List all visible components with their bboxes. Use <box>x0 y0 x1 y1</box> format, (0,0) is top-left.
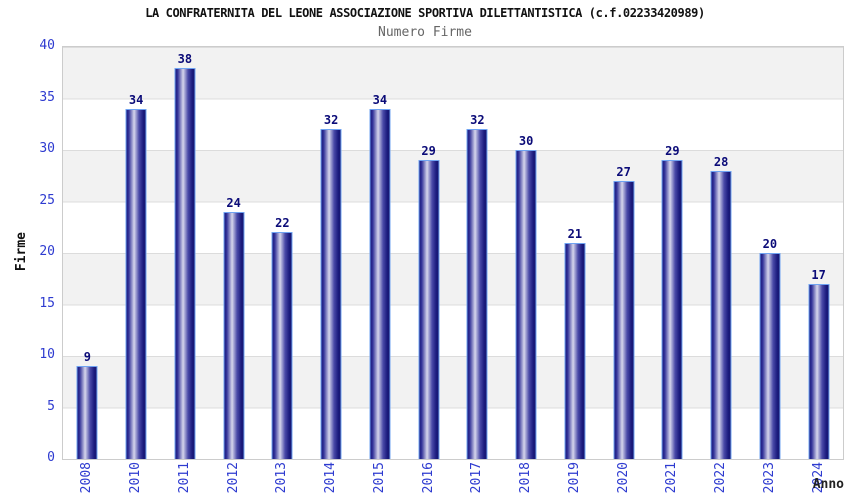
bar-slot: 34 <box>356 47 405 459</box>
bar-slot: 22 <box>258 47 307 459</box>
x-tick-slot: 2018 <box>502 462 551 500</box>
y-tick-label: 15 <box>39 295 55 311</box>
bar-value-label: 32 <box>470 113 485 128</box>
x-tick-label: 2012 <box>225 462 241 494</box>
x-axis-labels: 2008 2010 2011 2012 2013 2014 2015 2016 2017 2018… <box>63 462 843 500</box>
x-tick-label: 2020 <box>615 462 631 494</box>
x-tick-slot: 2022 <box>697 462 746 500</box>
bar-slot: 21 <box>551 47 600 459</box>
bar <box>223 211 245 459</box>
bar-slot: 32 <box>453 47 502 459</box>
x-tick-label: 2017 <box>469 462 485 494</box>
bar <box>174 67 196 459</box>
bar-slot: 34 <box>112 47 161 459</box>
bar-value-label: 21 <box>567 226 583 241</box>
x-tick-label: 2014 <box>323 462 339 494</box>
bar <box>418 160 440 459</box>
bar-value-label: 20 <box>762 237 778 251</box>
bar-value-label: 30 <box>518 134 534 148</box>
x-tick-label: 2018 <box>518 462 534 494</box>
x-tick-slot: 2021 <box>648 462 697 500</box>
bar <box>369 108 391 459</box>
y-tick-label: 5 <box>47 398 55 414</box>
bar-slot: 24 <box>209 47 258 459</box>
bars-row: 9 34 38 24 22 32 34 29 32 30 21 27 29 28 20 17 <box>63 47 843 459</box>
bar-slot: 28 <box>697 47 746 459</box>
bar-slot: 30 <box>502 47 551 459</box>
bar-value-label: 34 <box>128 92 144 107</box>
x-tick-slot: 2023 <box>746 462 795 500</box>
x-tick-label: 2019 <box>566 462 582 494</box>
bar <box>613 180 635 459</box>
bar <box>661 160 683 459</box>
bar-value-label: 27 <box>616 164 631 179</box>
x-tick-slot: 2012 <box>209 462 258 500</box>
bar <box>125 108 147 459</box>
y-tick-label: 20 <box>39 244 55 259</box>
x-tick-slot: 2016 <box>404 462 453 500</box>
x-tick-slot: 2014 <box>307 462 356 500</box>
bar <box>271 232 293 459</box>
x-tick-label: 2008 <box>79 462 95 494</box>
bar <box>466 129 488 459</box>
bar-value-label: 28 <box>713 154 729 169</box>
bar-slot: 17 <box>794 47 843 459</box>
x-tick-label: 2016 <box>420 462 436 494</box>
y-tick-label: 10 <box>39 347 55 362</box>
bar-slot: 32 <box>307 47 356 459</box>
x-tick-label: 2011 <box>176 462 192 494</box>
x-tick-slot: 2017 <box>453 462 502 500</box>
x-tick-slot: 2008 <box>63 462 112 500</box>
x-tick-slot: 2011 <box>161 462 210 500</box>
bar <box>564 242 586 459</box>
x-tick-slot: 2013 <box>258 462 307 500</box>
bar-slot: 9 <box>63 47 112 459</box>
bar-slot: 29 <box>648 47 697 459</box>
x-tick-slot: 2019 <box>551 462 600 500</box>
bar <box>76 366 98 459</box>
bar-slot: 38 <box>161 47 210 459</box>
x-tick-slot: 2010 <box>112 462 161 500</box>
bar <box>320 129 342 459</box>
y-axis-ticks: 0 5 10 15 20 25 30 35 40 <box>0 38 55 465</box>
bar-value-label: 29 <box>665 144 680 159</box>
bar <box>759 253 781 459</box>
x-tick-slot: 2015 <box>356 462 405 500</box>
x-tick-label: 2023 <box>761 462 777 494</box>
x-tick-label: 2015 <box>371 462 387 494</box>
bar-slot: 29 <box>404 47 453 459</box>
bar-slot: 20 <box>746 47 795 459</box>
x-tick-label: 2021 <box>664 462 680 494</box>
y-tick-label: 0 <box>47 450 55 465</box>
chart-subtitle: Numero Firme <box>378 25 472 40</box>
x-axis-title: Anno <box>812 477 844 492</box>
bar-slot: 27 <box>599 47 648 459</box>
y-tick-label: 40 <box>39 38 55 53</box>
chart-title: LA CONFRATERNITA DEL LEONE ASSOCIAZIONE … <box>145 6 705 20</box>
x-tick-label: 2013 <box>274 462 290 494</box>
bar <box>710 170 732 459</box>
y-tick-label: 25 <box>39 192 55 208</box>
x-tick-slot: 2020 <box>599 462 648 500</box>
y-tick-label: 35 <box>39 89 55 105</box>
bar-value-label: 24 <box>226 195 241 210</box>
bar-value-label: 17 <box>811 267 826 282</box>
bar-value-label: 9 <box>83 350 91 365</box>
bar-value-label: 22 <box>275 216 290 231</box>
x-tick-label: 2022 <box>713 462 729 494</box>
bar-value-label: 38 <box>177 51 193 66</box>
bar-value-label: 34 <box>372 92 388 107</box>
bar <box>808 283 830 459</box>
bar-value-label: 32 <box>323 113 339 128</box>
x-tick-label: 2010 <box>128 462 144 494</box>
y-tick-label: 30 <box>39 141 55 156</box>
bar-value-label: 29 <box>421 144 436 159</box>
bar <box>515 150 537 459</box>
